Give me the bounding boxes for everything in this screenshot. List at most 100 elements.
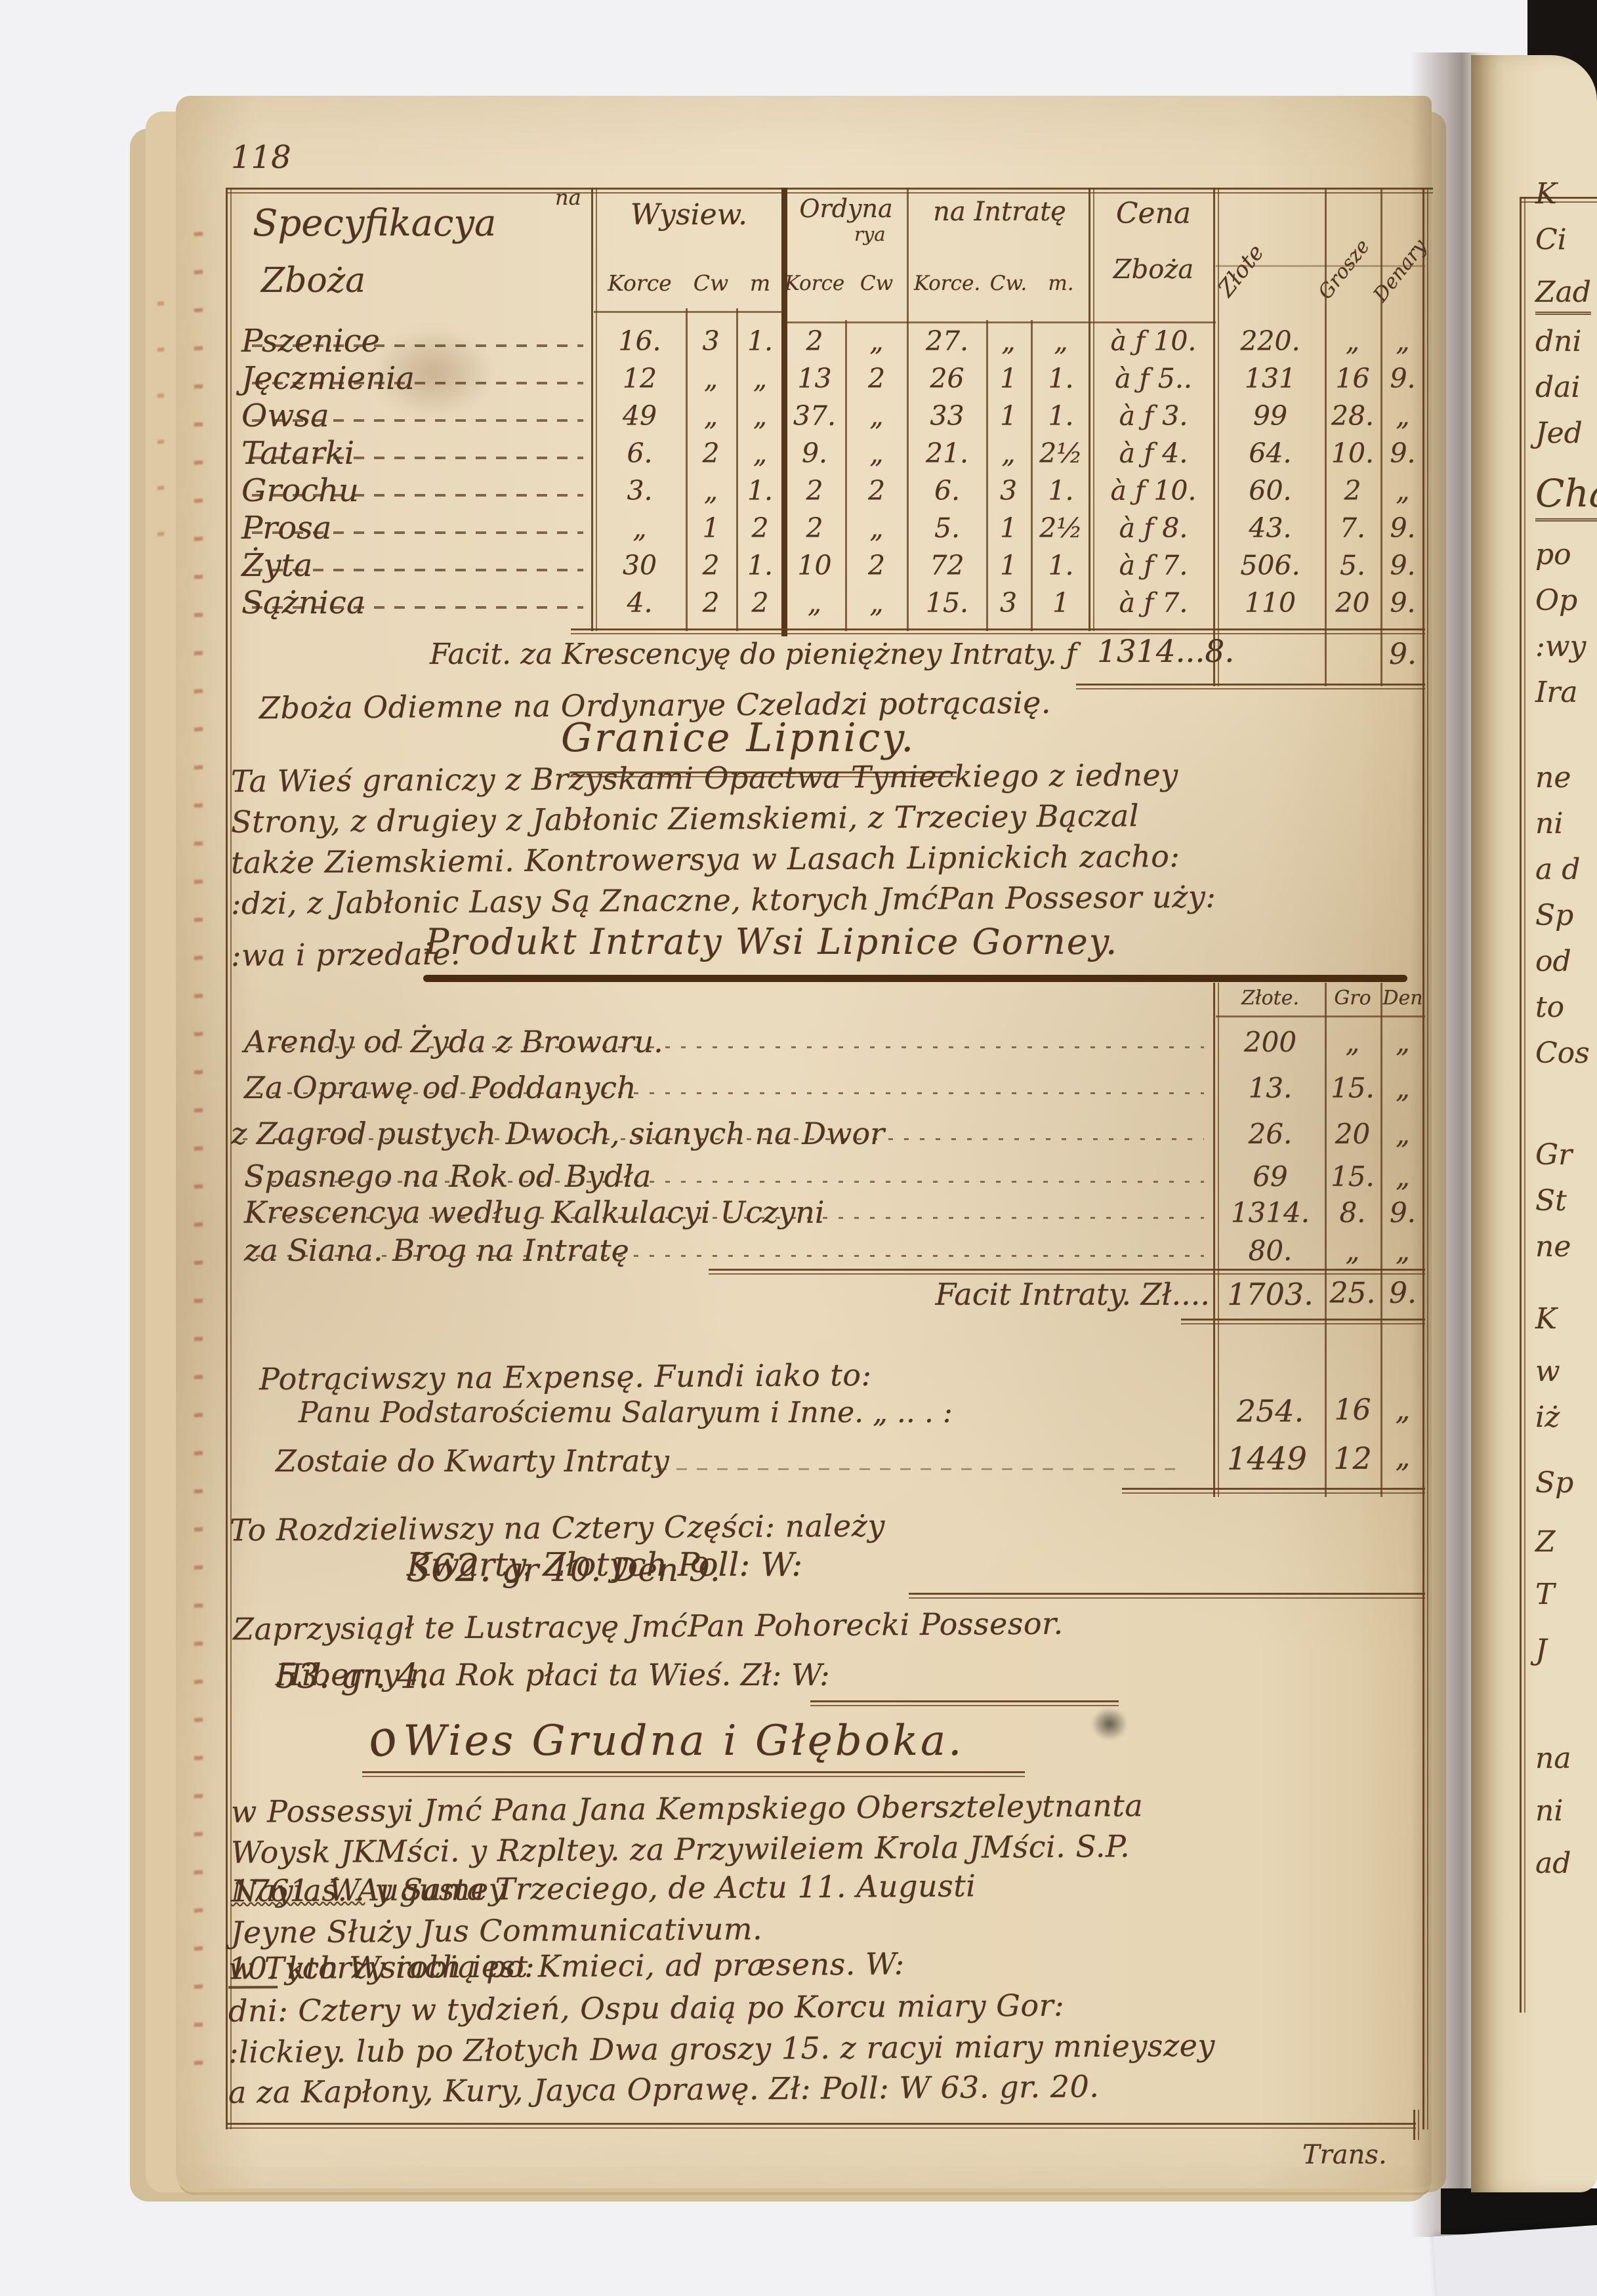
facing-text-fragment: Ira [1535,676,1578,709]
grain-name: Żyta [241,547,313,584]
grosze: 10. [1331,438,1375,469]
col-wysiew-korce: Korce [608,270,672,296]
t2-col-denary: Den [1382,987,1423,1010]
facing-text-fragment: od [1535,945,1571,978]
frame-top-rule [227,188,1433,194]
intrata-cw: 1 [999,400,1018,432]
manuscript-page [176,96,1432,2188]
intrata-m: „ [1054,325,1068,357]
revenue-row: Spasnego na Rok od Bydła 69 15. „ [244,1157,1425,1196]
denary: „ [1395,1393,1411,1427]
denary: 9. [1390,587,1416,619]
revenue-row: z Zagrod pustych Dwoch, sianych na Dwor … [231,1114,1425,1153]
wysiew-cw: 2 [702,587,720,619]
denary: „ [1396,475,1410,506]
facing-text-fragment: K [1535,177,1557,211]
grosze: 8. [1339,1196,1366,1229]
cena-zboza: à ƒ 10. [1110,475,1197,506]
ord-cw: „ [869,438,884,469]
facing-text-fragment: Jed [1535,417,1583,450]
denary: „ [1396,1025,1410,1058]
col-ord-korce: Korce [784,272,845,295]
intrata-m: 1. [1048,550,1074,581]
ord-korce: 37. [793,400,837,432]
col-ord-cw: Cw [860,272,894,295]
zlote: 13. [1248,1071,1293,1104]
zlote: 64. [1249,438,1292,469]
division-line: To Rozdzieliwszy na Cztery Części: należ… [229,1507,886,1548]
wysiew-korce: 12 [622,363,657,394]
grosze: 5. [1339,550,1366,581]
paragraph-line: :dzi, z Jabłonic Lasy Są Znaczne, ktoryc… [230,878,1216,922]
dash-leader [252,457,583,459]
denary: „ [1396,1234,1410,1267]
dash-leader [252,569,583,571]
facit-underline [1076,684,1425,689]
facing-text-fragment: Sp [1535,899,1574,932]
sum-rule [709,1269,1425,1275]
paragraph-line: :lickiey. lub po Złotych Dwa groszy 15. … [228,2027,1216,2070]
col-cena: Cena [1115,197,1192,230]
facing-text-fragment: St [1535,1184,1567,1218]
expense-line: Panu Podstarościemu Salaryum i Inne. „ .… [299,1396,953,1429]
facing-text-fragment: Sp [1535,1466,1574,1500]
dot-leader [256,1254,1204,1257]
facing-text-fragment: Z [1535,1525,1556,1559]
facing-text-fragment: to [1535,991,1565,1024]
intrata-korce: 21. [925,438,969,469]
grosze: 15. [1331,1071,1375,1104]
ord-cw: „ [869,512,884,544]
intrata-cw: 1 [999,363,1018,394]
intrata-cw: „ [1001,438,1016,469]
ord-cw: 2 [867,475,886,506]
dash-leader [252,494,583,497]
revenue-row: Za Oprawę od Poddanych 13. 15. „ [244,1068,1425,1107]
column-rule [907,188,909,631]
grosze: „ [1345,1234,1360,1267]
grain-name: Sążnica [241,584,365,621]
denary: „ [1396,400,1410,432]
table1-title: Specyfikacya [253,202,497,245]
table-row: Sążnica 4. 2 2 „ „ 15. 3 1 à ƒ 7. 110 20 9. [228,584,1425,622]
facing-text-fragment: Ci [1535,223,1567,256]
intrata-korce: 15. [925,587,969,619]
flourish-mark: o [361,1708,405,1770]
frame-bottom-tick [1413,2110,1419,2140]
grosze: „ [1345,325,1360,357]
column-rule [986,320,988,631]
grosze: 15. [1331,1160,1375,1193]
revenue-label: za Siana. Brog na Intratę [244,1233,629,1268]
cena-zboza: à ƒ 4. [1119,438,1188,469]
ink-stain [371,327,496,419]
paragraph-line: Jeyne Służy Jus Communicativum. [230,1911,763,1950]
wysiew-cw: 2 [702,438,720,469]
grosze: 28. [1331,400,1375,432]
facing-text-fragment: dni [1535,325,1582,358]
cena-zboza: à ƒ 3. [1119,400,1188,432]
facing-text-fragment: ad [1535,1847,1571,1880]
facing-text-fragment: K [1535,1302,1557,1336]
zlote: 254. [1236,1393,1304,1429]
intrata-m: 1. [1048,400,1074,432]
cena-zboza: à ƒ 7. [1119,587,1188,619]
wysiew-cw: 3 [702,325,720,357]
zlote: 99 [1253,400,1288,432]
grosze: 16 [1335,363,1370,394]
dash-leader [252,531,583,534]
paragraph-line: w Possessyi Jmć Pana Jana Kempskiego Obe… [230,1788,1144,1830]
col-wysiew: Wysiew. [630,198,748,232]
wysiew-korce: 4. [627,587,653,619]
hiberna-prefix: Hiberny na Rok płaci ta Wieś. Zł: W: [276,1657,830,1692]
table1-bottom-rule [571,628,1425,634]
grosze: 16 [1334,1393,1371,1427]
wysiew-korce: 6. [627,438,653,469]
wysiew-cw: „ [703,475,718,506]
table-row: Owsa 49 „ „ 37. „ 33 1 1. à ƒ 3. 99 28. „ [228,397,1425,435]
kwarty-value: 362. [407,1546,492,1590]
facing-text-fragment: po [1535,538,1571,571]
dash-leader [252,419,583,422]
intrata-korce: 26 [930,363,964,394]
table-row: Pszenice 16. 3 1. 2 „ 27. „ „ à ƒ 10. 220. „ „ [228,322,1425,360]
table-row: Żyta 30 2 1. 10 2 72 1 1. à ƒ 7. 506. 5. 9. [228,546,1425,584]
col-wysiew-cw: Cw [693,270,729,296]
